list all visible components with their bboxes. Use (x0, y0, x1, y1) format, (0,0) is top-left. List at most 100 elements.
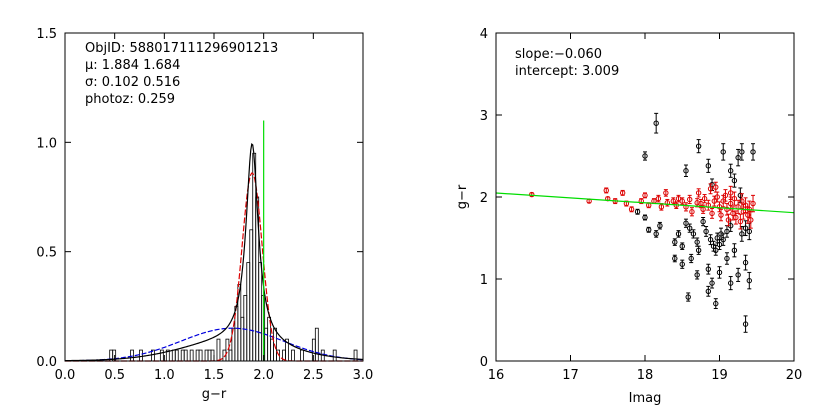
scatter-point (689, 209, 695, 215)
scatter-point (742, 225, 749, 231)
scatter-point (705, 288, 712, 294)
histogram-xtick-label: 3.0 (353, 368, 374, 383)
scatter-point (742, 321, 749, 327)
scatter-point (735, 154, 741, 161)
scatter-ytick-label: 4 (480, 27, 488, 42)
scatter-point (720, 236, 726, 243)
scatter-point (739, 149, 745, 155)
scatter-point (603, 187, 609, 194)
scatter-ticks: 16 17 18 19 20 0 1 2 3 4 (480, 27, 803, 383)
scatter-point (739, 231, 745, 237)
scatter-point (655, 195, 662, 202)
sigma-label: σ: 0.102 0.516 (85, 75, 180, 90)
scatter-point (646, 227, 652, 233)
scatter-point (688, 255, 694, 262)
scatter-point (716, 241, 723, 248)
scatter-point (725, 217, 732, 223)
scatter-point (724, 255, 730, 262)
scatter-point (731, 177, 738, 184)
histogram-ticks: 0.0 0.5 1.0 1.5 2.0 2.5 3.0 0.0 0.5 1.0 1.5 (36, 27, 373, 383)
scatter-point (628, 206, 635, 213)
histogram-panel: 0.0 0.5 1.0 1.5 2.0 2.5 3.0 0.0 0.5 1.0 1.5 ObjID:… (36, 27, 373, 402)
scatter-point (694, 200, 700, 206)
mu-label: μ: 1.884 1.684 (85, 58, 180, 73)
scatter-point (679, 198, 685, 204)
scatter-point (720, 149, 726, 155)
scatter-point (687, 225, 693, 231)
scatter-point (707, 236, 714, 243)
scatter-point (683, 168, 689, 174)
scatter-xtick-label: 19 (711, 368, 728, 383)
scatter-ytick-label: 1 (480, 273, 488, 288)
histogram-ytick-label: 0.5 (36, 246, 57, 261)
scatter-point (709, 280, 715, 286)
scatter-panel: 16 17 18 19 20 0 1 2 3 4 slope:−0.060 intercept: … (455, 27, 802, 406)
scatter-point (675, 195, 682, 202)
scatter-point (653, 120, 659, 126)
scatter-point (694, 239, 700, 245)
scatter-point (718, 212, 724, 218)
scatter-point (672, 255, 678, 262)
fit-line (495, 192, 795, 214)
histogram-xtick-label: 2.0 (253, 368, 274, 383)
scatter-point (727, 200, 734, 207)
scatter-point (685, 294, 691, 300)
scatter-point (750, 149, 756, 155)
scatter-point (529, 191, 535, 198)
scatter-xlabel: Imag (629, 391, 662, 406)
histogram-xlabel: g−r (202, 387, 227, 402)
scatter-point (690, 231, 697, 237)
scatter-point (737, 192, 744, 199)
histogram-ytick-label: 1.5 (36, 27, 57, 42)
scatter-point (707, 186, 714, 192)
histogram-ytick-label: 1.0 (36, 136, 57, 151)
intercept-label: intercept: 3.009 (515, 64, 619, 79)
histogram-xtick-label: 1.0 (154, 368, 175, 383)
scatter-point (694, 272, 700, 278)
scatter-point (683, 220, 689, 226)
scatter-ytick-label: 3 (480, 109, 488, 124)
scatter-plot-elements (495, 112, 795, 333)
slope-label: slope:−0.060 (515, 47, 602, 62)
scatter-point (695, 247, 702, 254)
histogram-xtick-label: 0.0 (55, 368, 76, 383)
scatter-point (701, 195, 708, 202)
scatter-point (709, 210, 715, 217)
scatter-xtick-label: 18 (637, 368, 654, 383)
scatter-point (727, 190, 734, 196)
scatter-point (730, 210, 736, 217)
scatter-point (737, 218, 744, 225)
histogram-xtick-label: 1.5 (204, 368, 225, 383)
scatter-point (705, 163, 712, 169)
scatter-point (683, 204, 689, 210)
scatter-point (742, 202, 749, 208)
objid-label: ObjID: 588017111296901213 (85, 41, 278, 56)
scatter-point (703, 228, 709, 235)
scatter-point (731, 247, 738, 254)
scatter-point (713, 300, 719, 307)
photoz-label: photoz: 0.259 (85, 92, 175, 107)
scatter-point (672, 239, 678, 245)
scatter-point (619, 190, 626, 196)
scatter-point (679, 261, 685, 267)
scatter-point (739, 198, 745, 204)
scatter-point (657, 223, 663, 229)
scatter-point (714, 235, 720, 241)
scatter-point (653, 231, 659, 237)
scatter-point (642, 214, 648, 221)
scatter-point (663, 190, 669, 196)
scatter-ylabel: g−r (455, 184, 470, 209)
scatter-point (711, 198, 717, 204)
histogram-annotation: ObjID: 588017111296901213 μ: 1.884 1.684… (85, 41, 278, 107)
scatter-point (687, 196, 693, 203)
scatter-point (731, 195, 738, 202)
scatter-point (750, 200, 756, 207)
histogram-xtick-label: 0.5 (104, 368, 125, 383)
scatter-point (700, 218, 706, 225)
scatter-point (746, 277, 752, 284)
scatter-point (713, 184, 719, 190)
scatter-xtick-label: 17 (562, 368, 579, 383)
scatter-point (742, 259, 749, 266)
scatter-point (727, 168, 734, 174)
scatter-point (664, 200, 671, 206)
